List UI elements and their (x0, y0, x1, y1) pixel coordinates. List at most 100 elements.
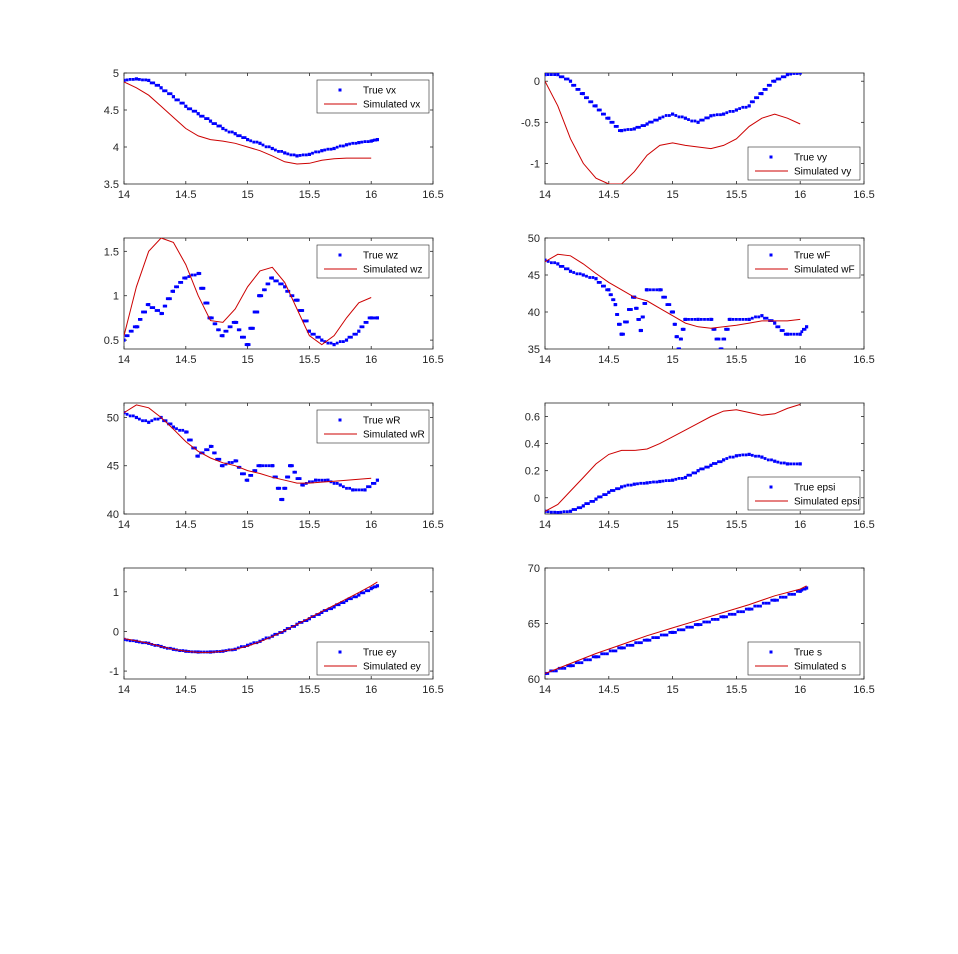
data-dot (756, 96, 760, 100)
x-tick-label: 16 (365, 684, 377, 696)
data-dot (364, 589, 368, 593)
data-dot (128, 414, 132, 418)
data-point (134, 325, 138, 329)
data-point (620, 485, 624, 489)
data-dot (780, 75, 784, 79)
data-dot (714, 462, 718, 465)
data-dot (252, 469, 256, 472)
data-dot (139, 318, 143, 321)
data-point (233, 132, 237, 136)
data-dot (292, 153, 296, 157)
data-dot (255, 140, 259, 144)
data-dot (766, 458, 770, 462)
data-point (556, 511, 560, 514)
data-point (270, 276, 274, 280)
data-point (332, 343, 336, 347)
data-dot (329, 341, 333, 345)
data-dot (699, 118, 703, 122)
data-dot (629, 128, 633, 131)
x-tick-label: 16 (794, 189, 806, 201)
data-dot (756, 604, 760, 608)
data-point (760, 455, 764, 459)
data-dot (563, 666, 567, 670)
data-dot (606, 652, 609, 656)
data-dot (611, 120, 615, 124)
chart-panel-8: 14 14.5 15 15.5 16 16.5 60 65 70 True s Simulated … (528, 563, 875, 696)
data-dot (315, 335, 319, 339)
data-dot (586, 658, 589, 662)
data-point (734, 454, 738, 458)
data-dot (678, 347, 681, 349)
data-dot (592, 500, 595, 503)
data-dot (178, 281, 181, 284)
data-dot (792, 73, 796, 75)
data-dot (635, 125, 639, 129)
data-dot (546, 672, 550, 675)
x-tick-label: 14.5 (598, 189, 619, 201)
data-dot (187, 275, 191, 278)
data-dot (701, 118, 705, 122)
plot-area (545, 403, 802, 514)
data-dot (553, 73, 556, 76)
data-dot (169, 297, 172, 301)
data-point (620, 646, 624, 650)
legend: True s Simulated s (747, 641, 861, 676)
data-dot (719, 615, 723, 619)
data-dot (611, 649, 615, 653)
data-dot (648, 288, 652, 292)
data-point (258, 464, 262, 468)
data-dot (553, 510, 556, 514)
legend-dot-swatch (338, 253, 342, 257)
data-dot (728, 455, 732, 459)
data-dot (357, 488, 361, 492)
data-dot (610, 489, 613, 492)
legend-label: True wR (363, 416, 400, 427)
data-dot (131, 414, 135, 418)
data-point (369, 587, 373, 591)
plot-area (124, 404, 379, 502)
x-tick-label: 16 (365, 519, 377, 531)
data-dot (777, 325, 781, 329)
data-point (785, 73, 789, 77)
data-dot (149, 81, 153, 85)
data-dot (210, 316, 214, 320)
data-dot (252, 326, 255, 330)
legend-label: True vy (794, 153, 827, 164)
data-dot (617, 487, 621, 491)
data-dot (615, 125, 619, 128)
data-dot (587, 502, 590, 505)
data-point (357, 141, 361, 145)
data-dot (679, 628, 683, 632)
data-dot (605, 288, 609, 292)
data-dot (340, 601, 343, 604)
data-point (283, 285, 287, 289)
data-dot (305, 619, 309, 622)
data-dot (710, 318, 714, 321)
data-dot (754, 454, 757, 458)
data-dot (566, 77, 570, 81)
data-dot (176, 285, 179, 289)
data-dot (214, 122, 217, 125)
data-dot (162, 419, 165, 423)
data-dot (571, 83, 574, 87)
data-point (357, 329, 361, 333)
legend-label: True ey (363, 648, 397, 659)
data-dot (350, 335, 353, 339)
x-tick-label: 14.5 (175, 354, 196, 366)
data-dot (725, 615, 728, 619)
data-dot (687, 118, 690, 121)
data-dot (128, 329, 132, 333)
data-dot (769, 83, 772, 87)
x-tick-label: 16.5 (422, 354, 443, 366)
data-point (581, 273, 585, 277)
data-dot (662, 633, 666, 637)
data-dot (642, 481, 646, 485)
data-dot (766, 83, 770, 87)
data-dot (138, 78, 141, 81)
legend: True wR Simulated wR (316, 409, 430, 444)
data-point (696, 623, 700, 627)
data-dot (654, 636, 657, 639)
data-dot (630, 308, 633, 311)
data-dot (275, 475, 278, 479)
x-tick-label: 14 (118, 189, 130, 201)
